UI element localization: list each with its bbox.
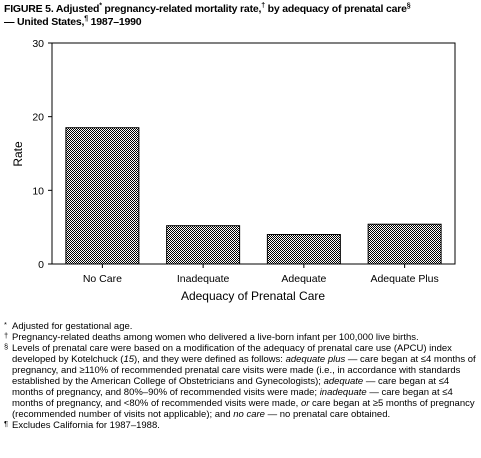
x-tick-label: Adequate (281, 273, 326, 285)
x-axis: No Care Inadequate Adequate Adequate Plus (83, 264, 439, 285)
footnote-text: Levels of prenatal care were based on a … (12, 343, 452, 365)
bar-no-care (65, 127, 140, 265)
footnote-text: Excludes California for 1987–1988. (12, 420, 160, 431)
title-line-2: — United States,¶ 1987–1990 (4, 15, 142, 29)
bar-inadequate (166, 225, 241, 265)
y-axis: 0 10 20 30 (32, 38, 52, 271)
footnote-text: adequate plus (285, 354, 346, 365)
footnote-text: — care began at ≤4 months of pregnancy, … (12, 376, 450, 398)
footnote: * Adjusted for gestational age. (4, 320, 478, 332)
y-tick-label: 30 (32, 38, 44, 50)
x-tick-label: Inadequate (177, 273, 230, 285)
x-tick-label: No Care (83, 273, 122, 285)
plot-area (51, 42, 456, 265)
x-tick-label: Adequate Plus (370, 273, 438, 285)
bar-chart: 0 10 20 30 No Care Inadequate Adequate Adequat… (11, 38, 456, 303)
y-tick-label: 20 (32, 112, 44, 124)
y-tick-label: 0 (38, 259, 44, 271)
bar-adequate (266, 234, 341, 265)
bars-group (65, 127, 442, 265)
footnotes: * Adjusted for gestational age. † Pregnancy… (4, 320, 478, 431)
footnote-text: ), and they were defined as follows: (134, 354, 286, 365)
footnote-text: care began at ≥5 months of pregnancy (re… (12, 398, 475, 420)
footnote-text: no care (233, 409, 265, 420)
footnote-mark: † (4, 331, 9, 340)
y-axis-label: Rate (11, 141, 25, 167)
footnote-text: adequate (323, 376, 364, 387)
title-line-1: FIGURE 5. Adjusted* pregnancy-related mo… (4, 2, 411, 16)
footnote-mark: § (4, 342, 9, 351)
footnote-mark: * (4, 320, 7, 329)
footnote-text: inadequate (319, 387, 367, 398)
footnote-text: Pregnancy-related deaths among women who… (12, 332, 419, 343)
x-axis-label: Adequacy of Prenatal Care (181, 289, 325, 303)
bar-adequate-plus (367, 223, 442, 265)
footnote: † Pregnancy-related deaths among women wh… (4, 331, 478, 343)
footnote: ¶ Excludes California for 1987–1988. (4, 419, 478, 431)
footnote-text: — no prenatal care obtained. (264, 409, 391, 420)
footnote-text: 15 (123, 354, 135, 365)
y-tick-label: 10 (32, 185, 44, 197)
figure-title: FIGURE 5. Adjusted* pregnancy-related mo… (4, 3, 478, 29)
footnote-text: — care began at ≤4 months of pregnancy, … (12, 387, 453, 409)
footnote-mark: ¶ (4, 419, 9, 428)
footnote-text: or (300, 398, 310, 409)
footnote-text: Adjusted for gestational age. (12, 321, 133, 332)
footnote: § Levels of prenatal care were based on a… (4, 342, 478, 420)
footnote-text: — care began at ≤4 months of pregnancy, … (12, 354, 476, 387)
